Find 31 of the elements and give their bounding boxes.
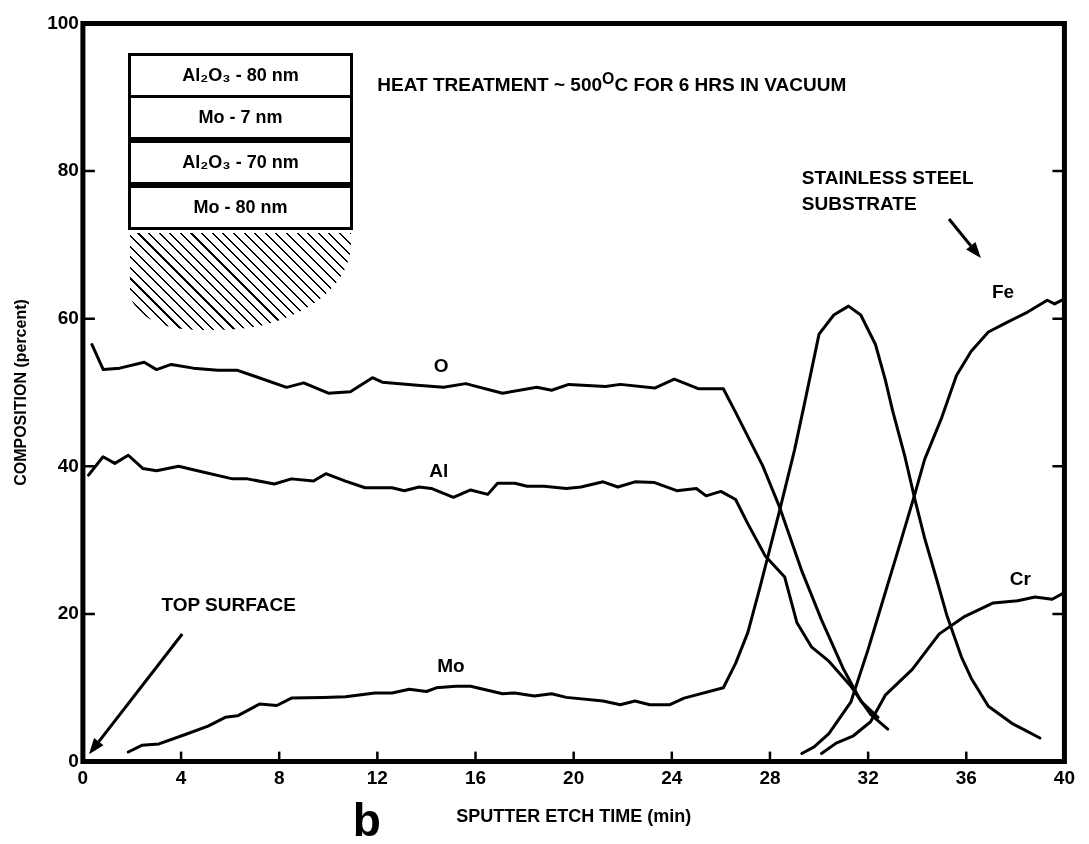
x-tick-label: 4 — [175, 767, 187, 789]
x-tick-label: 24 — [661, 767, 683, 789]
y-tick-label: 100 — [47, 11, 79, 33]
x-tick-label: 12 — [366, 767, 388, 789]
series-label: Al — [429, 459, 449, 481]
series-label: Cr — [1009, 568, 1032, 590]
x-tick-label: 40 — [1053, 767, 1075, 789]
x-tick-label: 36 — [955, 767, 977, 789]
x-tick-label: 16 — [464, 767, 487, 789]
y-tick-label: 40 — [57, 454, 79, 476]
series-label: Fe — [991, 281, 1015, 303]
x-tick-label: 20 — [563, 767, 585, 789]
y-axis-title: COMPOSITION (percent) — [12, 299, 30, 486]
y-tick-label: 80 — [57, 159, 79, 181]
x-tick-label: 8 — [273, 767, 285, 789]
annotation: Mo - 7 nm — [128, 94, 353, 140]
x-tick-label: 28 — [759, 767, 781, 789]
x-axis-title: SPUTTER ETCH TIME (min) — [456, 806, 692, 827]
annotation: TOP SURFACE — [161, 593, 296, 616]
annotation: Mo - 80 nm — [128, 185, 353, 231]
annotation: Al₂O₃ - 70 nm — [128, 139, 353, 185]
series-label: Mo — [437, 655, 465, 677]
annotation: HEAT TREATMENT ~ 500$^{O}$C FOR 6 HRS IN VACUUM — [377, 70, 847, 97]
x-tick-label: 32 — [857, 767, 879, 789]
series-label: O — [433, 354, 449, 376]
y-tick-label: 0 — [68, 749, 79, 771]
text: b — [352, 793, 381, 844]
y-tick-label: 20 — [57, 602, 79, 624]
annotation: STAINLESS STEEL SUBSTRATE — [801, 166, 975, 217]
y-tick-label: 60 — [57, 306, 79, 328]
annotation: Al₂O₃ - 80 nm — [128, 52, 353, 98]
